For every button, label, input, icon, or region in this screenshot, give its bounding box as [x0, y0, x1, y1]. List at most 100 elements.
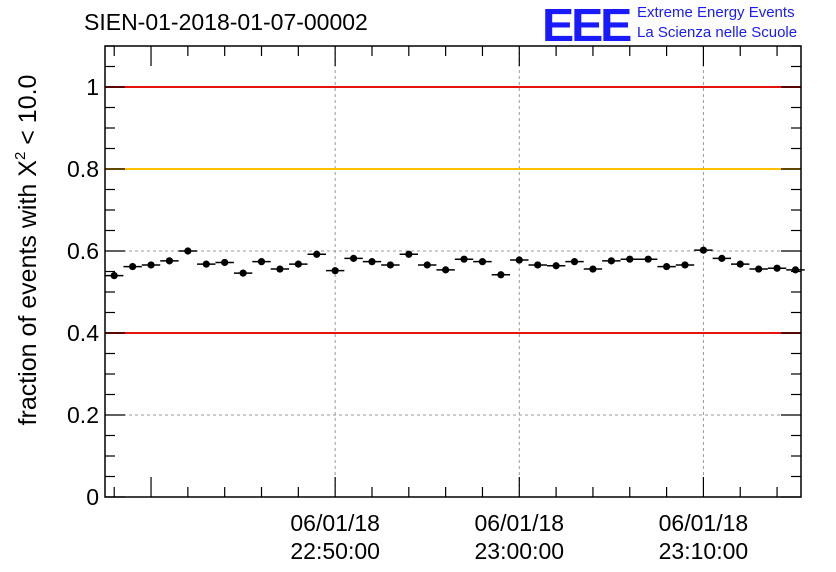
data-point [418, 261, 437, 269]
data-point [178, 247, 198, 255]
data-point [344, 254, 363, 262]
y-axis-label-suffix: < 10.0 [14, 75, 42, 152]
data-point [749, 265, 768, 273]
x-tick-label-time: 23:10:00 [659, 538, 749, 564]
y-axis-label: fraction of events with X2 < 10.0 [12, 75, 42, 426]
data-point [546, 262, 566, 270]
point-marker [423, 261, 431, 269]
y-tick-label: 0.2 [67, 402, 99, 428]
tick-labels: 00.20.40.60.8106/01/1822:50:0006/01/1823… [67, 74, 749, 564]
point-marker [589, 265, 597, 273]
point-marker [147, 261, 155, 269]
point-marker [497, 271, 505, 279]
data-point [160, 257, 179, 265]
data-point [657, 262, 676, 271]
data-point [215, 258, 234, 267]
point-marker [534, 261, 542, 269]
point-marker [368, 258, 376, 266]
data-point [786, 266, 805, 274]
point-marker [331, 267, 339, 275]
data-point [510, 256, 529, 264]
data-point [362, 258, 382, 266]
data-point [197, 260, 216, 268]
x-tick-label-time: 22:50:00 [290, 538, 380, 564]
point-marker [221, 258, 229, 267]
logo-caption-line1: Extreme Energy Events [637, 4, 795, 21]
y-tick-label: 0.8 [67, 156, 99, 182]
data-point [307, 250, 326, 258]
axes [104, 45, 802, 498]
point-marker [552, 262, 560, 270]
point-marker [239, 269, 247, 277]
point-marker [626, 255, 634, 263]
data-point [675, 261, 695, 269]
eee-logo: EEE [542, 0, 632, 51]
point-marker [442, 266, 450, 274]
data-point [252, 258, 271, 266]
data-point [731, 260, 750, 268]
point-marker [515, 256, 523, 264]
data-point [289, 260, 308, 268]
x-tick-label-date: 06/01/18 [475, 510, 565, 536]
data-point [620, 255, 639, 263]
grid-layer [105, 46, 801, 497]
point-marker [791, 266, 800, 274]
data-point [381, 261, 400, 269]
data-point [325, 267, 345, 275]
point-marker [773, 264, 781, 272]
point-marker [460, 255, 468, 263]
data-point [436, 266, 455, 274]
data-point [583, 265, 603, 273]
point-marker [478, 258, 487, 266]
data-point [105, 272, 124, 280]
data-point [767, 264, 787, 272]
point-marker [313, 250, 321, 258]
data-point [528, 261, 547, 269]
y-tick-label: 0.6 [67, 238, 99, 264]
data-point [233, 269, 253, 277]
data-point [694, 246, 713, 254]
y-axis-label-symbol: X [14, 160, 42, 177]
point-marker [644, 255, 652, 263]
point-marker [257, 258, 266, 266]
x-tick-label-date: 06/01/18 [290, 510, 380, 536]
data-point [473, 258, 492, 266]
x-tick-label-date: 06/01/18 [659, 510, 749, 536]
data-point [565, 258, 584, 266]
point-marker [165, 257, 174, 265]
data-point [491, 271, 511, 279]
point-marker [386, 261, 394, 269]
data-point [638, 255, 658, 263]
y-tick-label: 1 [86, 74, 99, 100]
y-axis-label-prefix: fraction of events with [14, 177, 42, 426]
point-marker [184, 247, 192, 255]
point-marker [681, 261, 689, 269]
point-marker [405, 250, 413, 258]
point-marker [129, 262, 137, 271]
data-point [399, 250, 419, 258]
data-point [123, 262, 142, 271]
y-axis-label-exponent: 2 [12, 152, 29, 160]
y-tick-label: 0 [86, 484, 99, 510]
chart-title: SIEN-01-2018-01-07-00002 [84, 9, 368, 35]
point-marker [699, 246, 708, 254]
point-marker [110, 272, 118, 280]
point-marker [718, 254, 726, 262]
point-marker [349, 254, 358, 262]
data-point [454, 255, 474, 263]
point-marker [276, 265, 284, 273]
data-point [141, 261, 161, 269]
data-point [602, 257, 621, 265]
point-marker [736, 260, 744, 268]
point-marker [662, 262, 671, 271]
point-marker [570, 258, 579, 266]
x-tick-label-time: 23:00:00 [475, 538, 565, 564]
y-tick-label: 0.4 [67, 320, 99, 346]
point-marker [294, 260, 302, 268]
data-points [105, 246, 805, 280]
data-point [712, 254, 732, 262]
data-point [270, 265, 290, 273]
reference-lines [105, 86, 801, 334]
point-marker [607, 257, 615, 265]
